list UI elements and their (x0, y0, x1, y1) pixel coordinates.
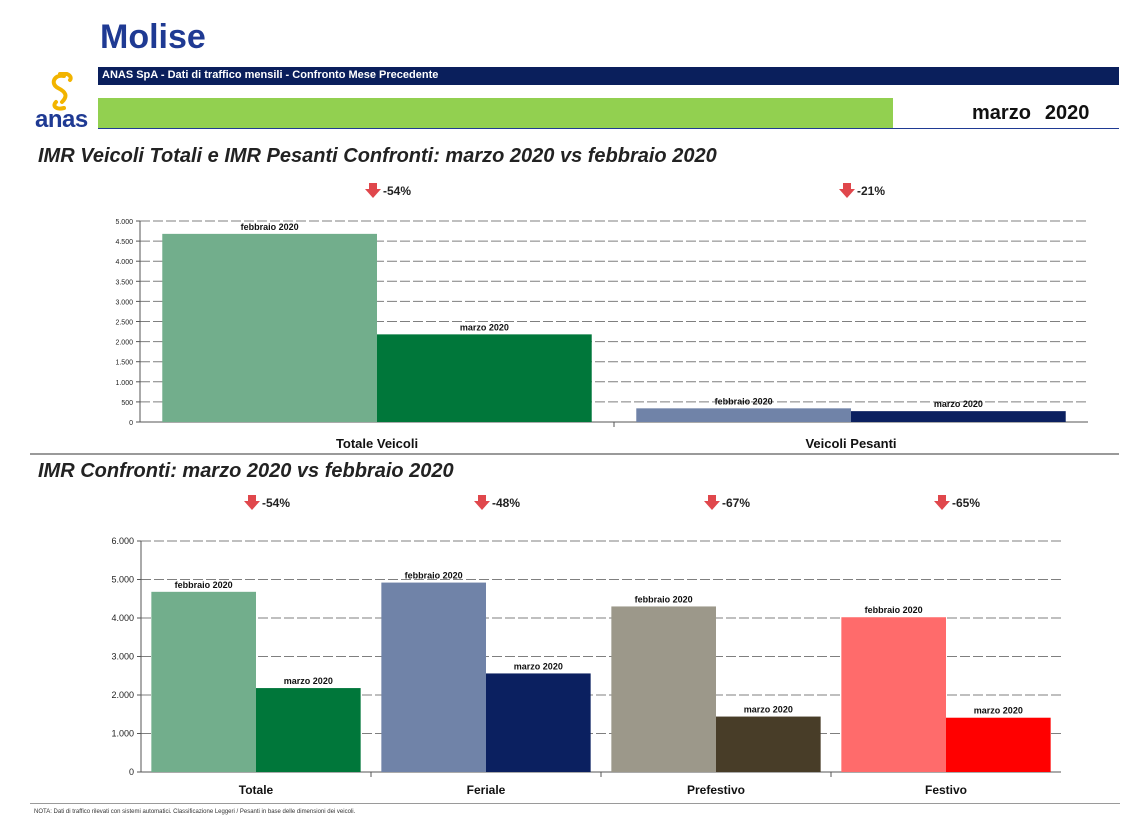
change-percent: -21% (857, 184, 885, 198)
category-label: Feriale (467, 783, 506, 797)
bar-febbraio (162, 233, 377, 422)
bar-label: marzo 2020 (974, 706, 1023, 716)
chart-veicoli-totali-pesanti: 0 500 1.000 1.500 2.000 2.500 3.000 3.500 4.000 4… (115, 183, 1088, 451)
y-tick-label: 1.000 (115, 380, 133, 387)
y-tick-label: 500 (121, 400, 133, 407)
report-year: 2020 (1044, 102, 1090, 124)
category-label: Totale (239, 783, 274, 797)
y-tick-label: 4.000 (115, 259, 133, 266)
chart1-title: IMR Veicoli Totali e IMR Pesanti Confron… (38, 145, 717, 167)
y-tick-label: 0 (129, 767, 134, 777)
y-tick-label: 4.500 (115, 239, 133, 246)
change-percent: -54% (262, 496, 290, 510)
category-label: Festivo (925, 783, 967, 797)
bar-febbraio (841, 617, 946, 772)
report-month: marzo (972, 102, 1031, 124)
bar-label: febbraio 2020 (865, 605, 923, 615)
y-tick-label: 2.000 (115, 340, 133, 347)
y-tick-label: 1.000 (111, 729, 134, 739)
report-banner-text: ANAS SpA - Dati di traffico mensili - Co… (102, 69, 439, 81)
y-tick-label: 1.500 (115, 360, 133, 367)
note-rule (30, 803, 1120, 804)
y-tick-label: 5.000 (111, 575, 134, 585)
down-arrow-icon (474, 495, 490, 510)
bar-marzo (946, 717, 1051, 772)
y-tick-label: 6.000 (111, 536, 134, 546)
bar-label: febbraio 2020 (405, 571, 463, 581)
report-banner: ANAS SpA - Dati di traffico mensili - Co… (98, 67, 1119, 85)
bar-febbraio (151, 591, 256, 772)
down-arrow-icon (839, 183, 855, 198)
category-label: Veicoli Pesanti (805, 436, 896, 451)
header-rule (98, 128, 1119, 129)
footnote: NOTA: Dati di traffico rilevati con sist… (34, 809, 356, 815)
category-label: Totale Veicoli (336, 436, 418, 451)
bar-label: febbraio 2020 (175, 580, 233, 590)
bar-label: marzo 2020 (744, 705, 793, 715)
change-percent: -54% (383, 184, 411, 198)
anas-logo-mark-icon (51, 72, 73, 111)
bar-marzo (377, 334, 592, 422)
change-percent: -67% (722, 496, 750, 510)
bar-febbraio (381, 582, 486, 772)
down-arrow-icon (365, 183, 381, 198)
anas-logo-text: anas (35, 106, 88, 133)
y-tick-label: 2.500 (115, 320, 133, 327)
change-percent: -48% (492, 496, 520, 510)
report-period: marzo 2020 (972, 102, 1089, 125)
bar-label: marzo 2020 (284, 676, 333, 686)
bar-label: marzo 2020 (514, 661, 563, 671)
chart2-title: IMR Confronti: marzo 2020 vs febbraio 20… (38, 460, 454, 482)
y-tick-label: 3.000 (115, 299, 133, 306)
category-label: Prefestivo (687, 783, 745, 797)
bar-marzo (851, 411, 1066, 422)
bar-label: marzo 2020 (460, 322, 509, 332)
bar-febbraio (611, 606, 716, 772)
down-arrow-icon (244, 495, 260, 510)
section-separator (30, 453, 1119, 455)
accent-bar (98, 98, 893, 128)
down-arrow-icon (704, 495, 720, 510)
bar-label: febbraio 2020 (241, 222, 299, 232)
bar-label: marzo 2020 (934, 399, 983, 409)
y-tick-label: 3.000 (111, 652, 134, 662)
bar-label: febbraio 2020 (715, 396, 773, 406)
y-tick-label: 4.000 (111, 613, 134, 623)
bar-label: febbraio 2020 (635, 594, 693, 604)
bar-marzo (256, 688, 361, 772)
down-arrow-icon (934, 495, 950, 510)
y-tick-label: 2.000 (111, 690, 134, 700)
y-tick-label: 0 (129, 420, 133, 427)
bar-febbraio (636, 408, 851, 422)
bar-marzo (486, 673, 591, 772)
region-title: Molise (100, 18, 206, 56)
change-percent: -65% (952, 496, 980, 510)
bar-marzo (716, 716, 821, 772)
y-tick-label: 5.000 (115, 219, 133, 226)
y-tick-label: 3.500 (115, 279, 133, 286)
